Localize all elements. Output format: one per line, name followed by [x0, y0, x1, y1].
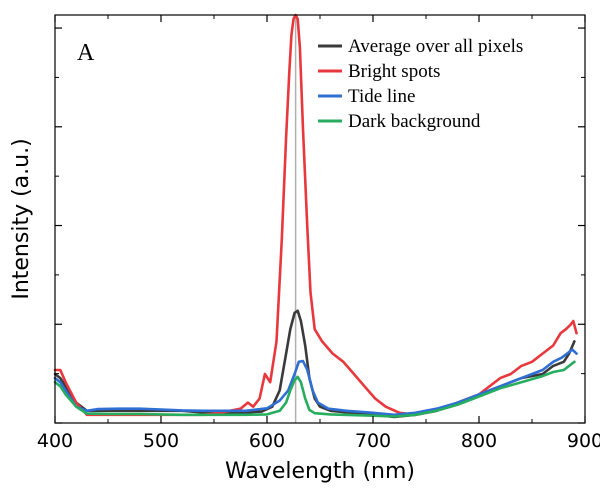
series-lines: [53, 13, 578, 419]
x-tick-label-0: 400: [37, 430, 73, 452]
series-line-2: [53, 348, 578, 417]
legend-label-0: Average over all pixels: [348, 36, 523, 57]
x-tick-label-2: 600: [249, 430, 285, 452]
x-tick-label-5: 900: [567, 430, 600, 452]
y-axis-title: Intensity (a.u.): [9, 138, 34, 299]
x-tick-label-3: 700: [355, 430, 391, 452]
x-tick-label-4: 800: [461, 430, 497, 452]
axis-ticks: 400 500 600 700 800 900: [37, 15, 600, 452]
legend-label-2: Tide line: [348, 86, 415, 107]
legend: Average over all pixels Bright spots Tide …: [318, 36, 523, 132]
panel-label: A: [77, 40, 95, 66]
x-tick-label-1: 500: [143, 430, 179, 452]
series-line-3: [53, 360, 576, 418]
x-axis-title: Wavelength (nm): [225, 459, 415, 484]
legend-label-3: Dark background: [348, 111, 481, 132]
legend-label-1: Bright spots: [348, 61, 440, 82]
